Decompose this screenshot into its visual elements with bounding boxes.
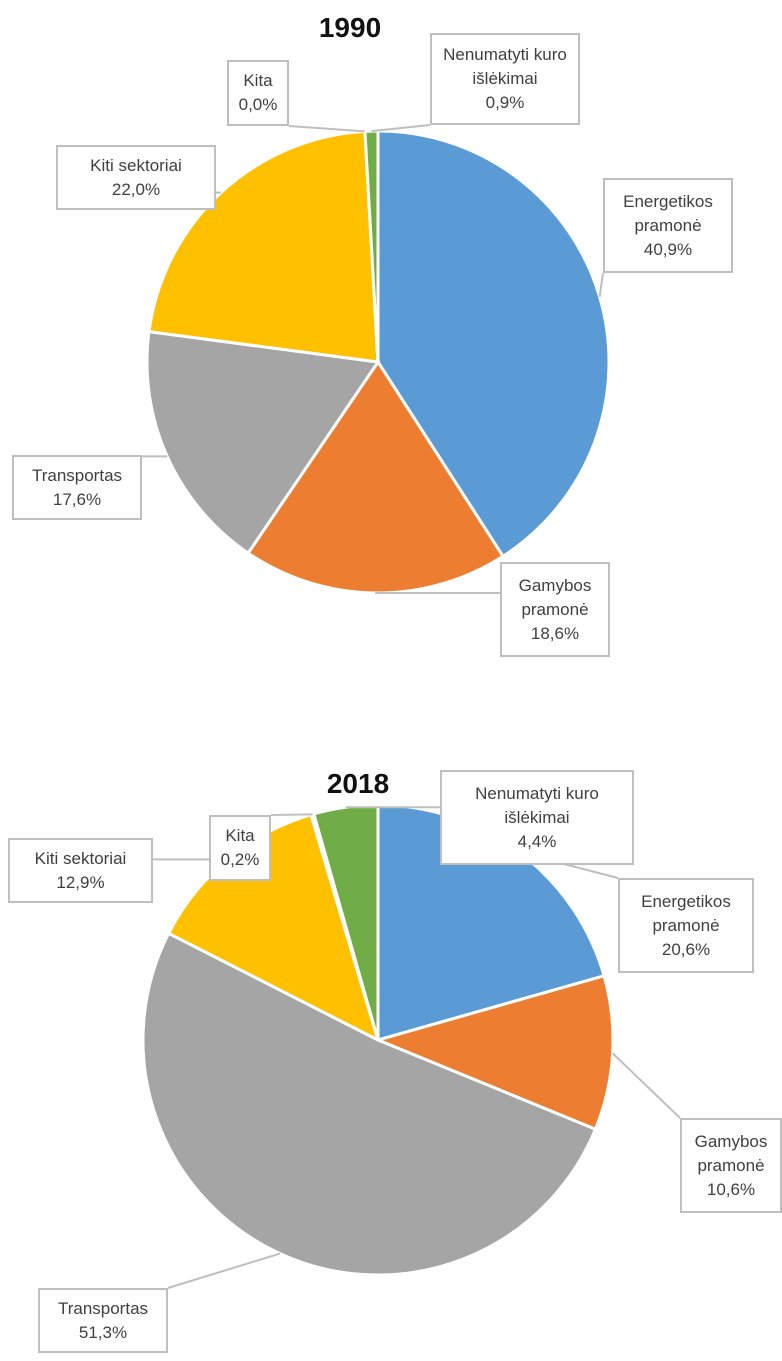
category-name: Kita [243,71,273,90]
category-name: Gamybos pramonė [694,1131,768,1175]
value-label: 40,9% [643,239,693,259]
category-name: Kita [225,826,255,845]
data-label: Nenumatyti kuro išlėkimai 4,4% [440,770,634,865]
data-label: Kita 0,0% [227,60,289,126]
leader-line [270,813,313,816]
data-label: Transportas 51,3% [38,1288,168,1353]
data-label: Kita 0,2% [209,815,271,881]
leader-line [167,1252,281,1289]
leader-line [611,1052,681,1119]
data-label: Energetikos pramonė 40,9% [603,178,733,273]
value-label: 18,6% [530,623,580,643]
category-name: Kiti sektoriai [90,155,182,175]
pie-slice [145,329,381,556]
chart-title: 1990 [318,12,382,43]
value-label: 10,6% [706,1179,756,1199]
data-label: Nenumatyti kuro išlėkimai 0,9% [430,33,580,125]
data-label: Gamybos pramonė 18,6% [500,562,610,657]
value-label: 0,9% [485,93,525,112]
leader-line [598,272,604,297]
category-name: Nenumatyti kuro išlėkimai [475,783,599,827]
pie-slice [141,931,598,1277]
value-label: 0,2% [220,850,260,869]
value-label: 20,6% [661,939,711,959]
category-name: Gamybos pramonė [518,575,592,619]
value-label: 22,0% [111,179,161,199]
value-label: 17,6% [52,489,102,509]
value-label: 51,3% [78,1322,128,1342]
leader-line [371,124,431,133]
value-label: 0,0% [238,95,278,114]
value-label: 4,4% [517,831,557,851]
data-label: Gamybos pramonė 10,6% [680,1118,782,1213]
pie-slice [312,803,380,1041]
data-label: Kiti sektoriai 12,9% [8,838,153,903]
category-name: Energetikos pramonė [641,891,731,935]
leader-line [288,125,366,133]
data-label: Energetikos pramonė 20,6% [618,878,754,973]
chart-title: 2018 [326,768,390,799]
category-name: Transportas [31,465,123,485]
category-name: Transportas [57,1298,149,1318]
category-name: Energetikos pramonė [623,191,713,235]
category-name: Nenumatyti kuro išlėkimai [443,45,567,88]
data-label: Kiti sektoriai 22,0% [56,145,216,210]
data-label: Transportas 17,6% [12,455,142,520]
category-name: Kiti sektoriai [34,848,127,868]
pie-slice [373,974,615,1132]
value-label: 12,9% [56,872,105,892]
